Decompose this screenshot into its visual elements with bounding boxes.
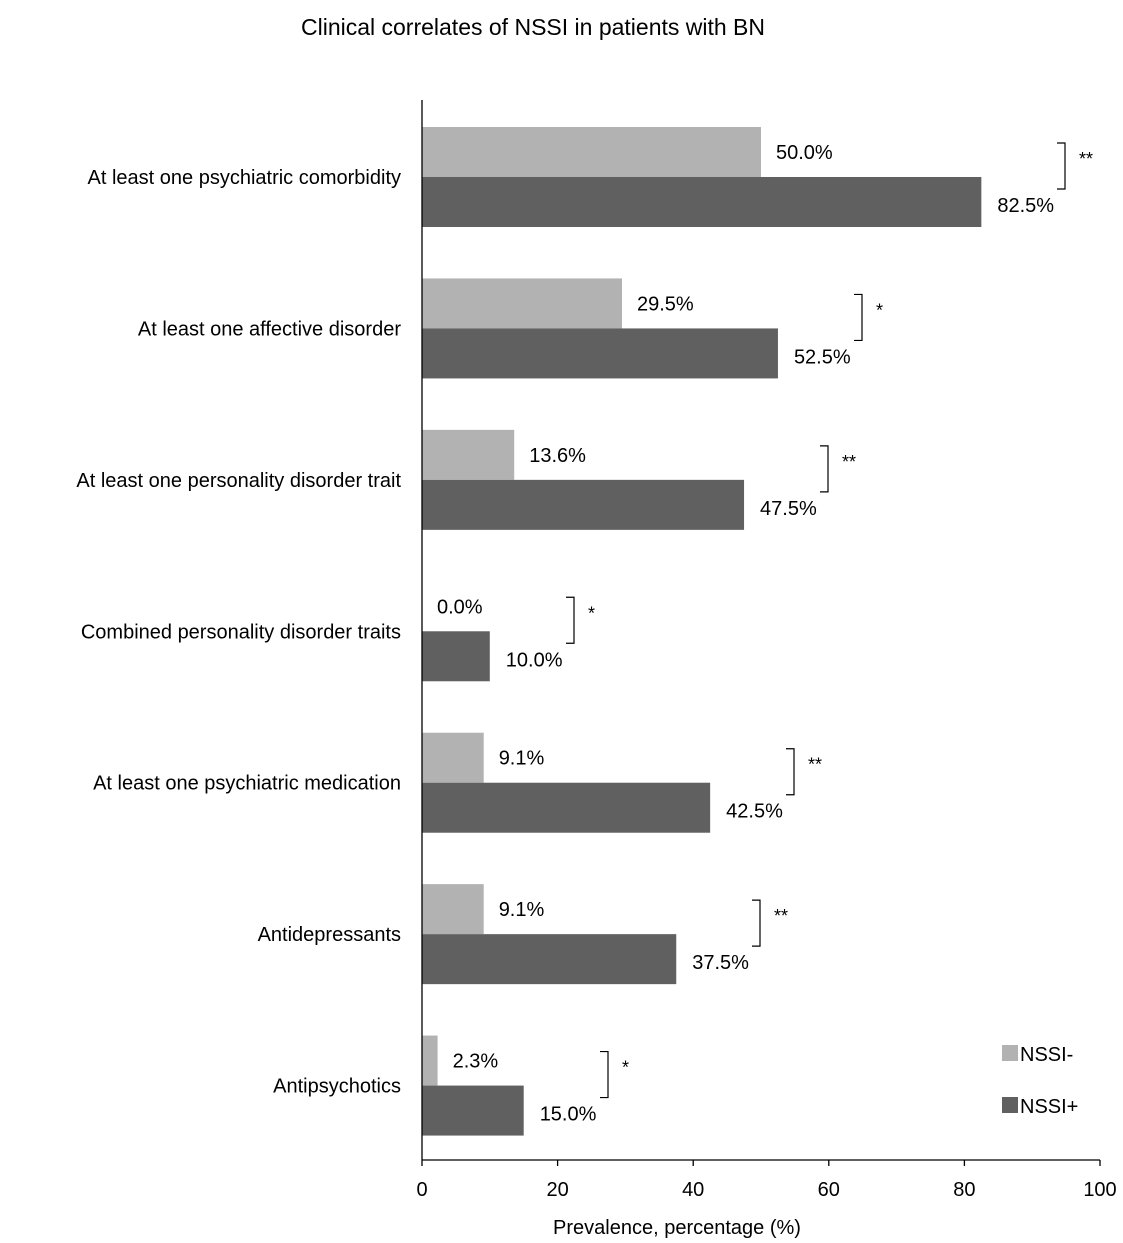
significance-marker: ** — [842, 452, 856, 472]
axes-group: 0 20 40 60 80 100 — [416, 100, 1117, 1201]
x-tick-label: 40 — [682, 1179, 704, 1201]
x-tick-label: 0 — [416, 1179, 427, 1201]
bar-nssi-plus — [422, 631, 490, 682]
data-label: 15.0% — [540, 1104, 597, 1126]
labels-group: At least one psychiatric comorbidity 50.0… — [76, 142, 1093, 1126]
bar-nssi-minus — [422, 732, 484, 783]
significance-marker: * — [622, 1058, 629, 1078]
bar-nssi-minus — [422, 278, 623, 329]
legend-swatch-nssi-minus — [1002, 1045, 1018, 1061]
data-label: 82.5% — [997, 195, 1054, 217]
x-axis-label: Prevalence, percentage (%) — [553, 1217, 801, 1239]
x-tick-label: 60 — [818, 1179, 840, 1201]
bar-nssi-minus — [422, 429, 515, 480]
significance-bracket — [854, 293, 863, 342]
significance-marker: * — [876, 300, 883, 320]
bar-nssi-plus — [422, 328, 778, 379]
data-label: 2.3% — [453, 1051, 499, 1073]
data-label: 0.0% — [437, 596, 483, 618]
category-label: At least one affective disorder — [138, 318, 401, 340]
data-label: 47.5% — [760, 498, 817, 520]
legend-label: NSSI+ — [1020, 1096, 1078, 1118]
bar-nssi-minus — [422, 1035, 438, 1086]
category-label: At least one psychiatric comorbidity — [88, 167, 401, 189]
legend-swatch-nssi-plus — [1002, 1097, 1018, 1113]
x-tick-label: 80 — [953, 1179, 975, 1201]
bar-nssi-plus — [422, 1085, 524, 1136]
significance-bracket — [600, 1050, 609, 1099]
data-label: 9.1% — [499, 899, 545, 921]
data-label: 50.0% — [776, 142, 833, 164]
significance-bracket — [752, 899, 761, 947]
legend-label: NSSI- — [1020, 1044, 1073, 1066]
bar-nssi-plus — [422, 177, 982, 227]
bar-nssi-plus — [422, 479, 745, 530]
category-label: Antipsychotics — [273, 1076, 401, 1098]
category-label: At least one psychiatric medication — [93, 773, 401, 795]
legend: NSSI- NSSI+ — [1002, 1044, 1078, 1118]
significance-marker: ** — [774, 906, 788, 926]
data-label: 10.0% — [506, 649, 563, 671]
significance-marker: ** — [808, 755, 822, 775]
bar-nssi-plus — [422, 782, 711, 833]
bars-group — [422, 127, 982, 1136]
significance-bracket — [1057, 142, 1066, 190]
data-label: 42.5% — [726, 801, 783, 823]
bar-nssi-minus — [422, 127, 761, 177]
data-label: 37.5% — [692, 952, 749, 974]
bar-nssi-minus — [422, 884, 484, 935]
significance-bracket — [786, 748, 795, 796]
chart-title: Clinical correlates of NSSI in patients … — [301, 14, 765, 40]
category-label: At least one personality disorder trait — [76, 470, 401, 492]
category-label: Antidepressants — [258, 924, 401, 946]
data-label: 9.1% — [499, 748, 545, 770]
x-tick-label: 20 — [546, 1179, 568, 1201]
significance-bracket — [820, 445, 829, 493]
significance-bracket — [566, 596, 575, 644]
bar-nssi-plus — [422, 934, 677, 985]
significance-marker: ** — [1079, 149, 1093, 169]
data-label: 13.6% — [529, 445, 586, 467]
category-label: Combined personality disorder traits — [81, 621, 401, 643]
significance-marker: * — [588, 603, 595, 623]
data-label: 29.5% — [637, 293, 694, 315]
x-tick-label: 100 — [1083, 1179, 1116, 1201]
data-label: 52.5% — [794, 346, 851, 368]
